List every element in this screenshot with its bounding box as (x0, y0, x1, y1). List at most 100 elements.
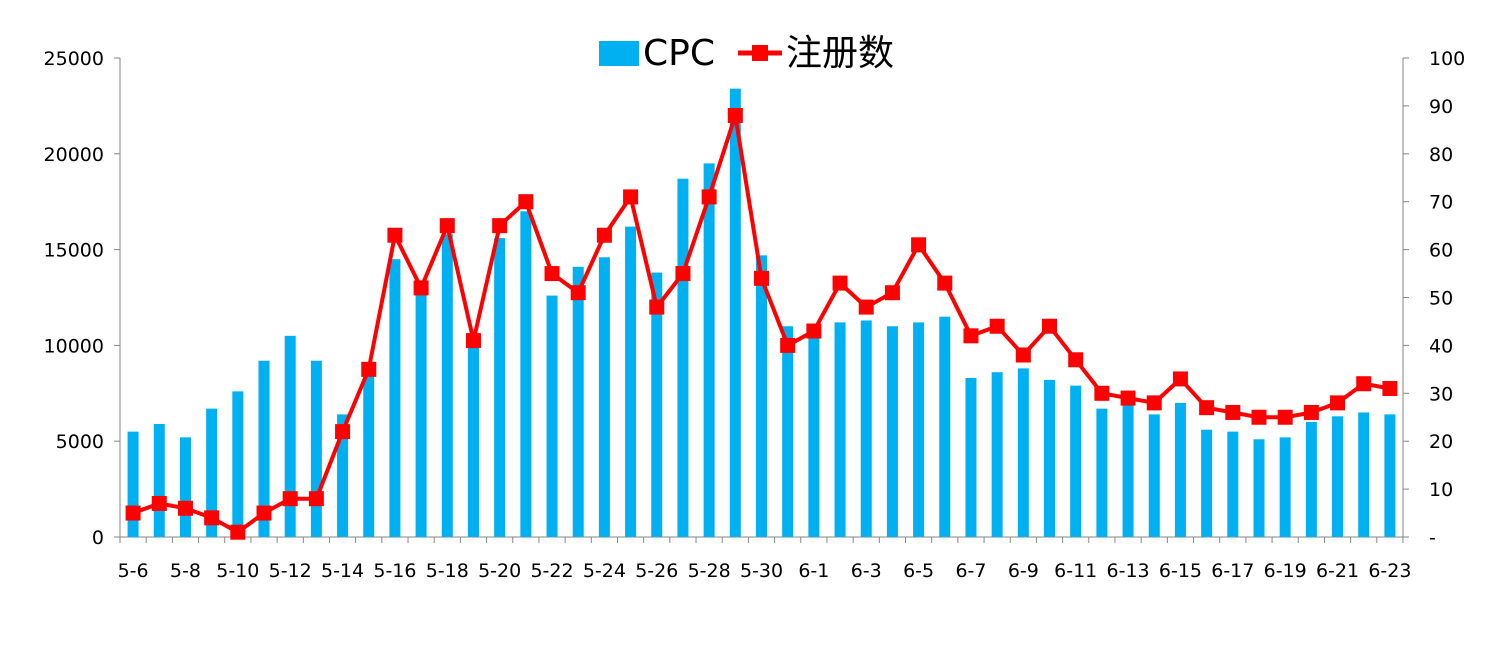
registrations-point (754, 270, 769, 286)
cpc-bar (860, 320, 872, 537)
registrations-point (858, 299, 874, 315)
cpc-bar (337, 414, 349, 537)
registrations-point (544, 266, 560, 282)
y-left-tick-label: 0 (92, 527, 104, 549)
cpc-bar (258, 360, 270, 537)
y-left-tick-label: 25000 (44, 48, 104, 70)
x-axis-ticks: 5-6 5-8 5-10 5-12 5-14 5-16 5-18 5-20 5-22 5-24 5-… (118, 560, 1412, 582)
legend: CPC 注册数 (599, 33, 894, 74)
registrations-point (1225, 404, 1241, 420)
registrations-point (1094, 385, 1110, 401)
registrations-point (937, 275, 953, 291)
cpc-bar (991, 372, 1003, 537)
registrations-point (1146, 395, 1162, 411)
cpc-bar (677, 178, 689, 537)
registrations-point (963, 328, 979, 344)
cpc-bar (939, 316, 951, 537)
x-tick-label: 6-3 (851, 560, 882, 582)
cpc-bar (886, 326, 898, 537)
y-right-tick-label: - (1429, 527, 1436, 549)
x-tick-label: 5-24 (583, 560, 626, 582)
x-tick-label: 5-18 (426, 560, 469, 582)
x-tick-label: 6-23 (1368, 560, 1411, 582)
cpc-bar (1305, 422, 1317, 537)
cpc-bar (703, 163, 715, 537)
registrations-point (884, 285, 900, 301)
x-tick-label: 5-28 (688, 560, 731, 582)
y-right-tick-label: 80 (1429, 144, 1453, 166)
registrations-point (125, 505, 141, 521)
y-left-tick-label: 5000 (56, 431, 104, 453)
y-right-tick-label: 50 (1429, 288, 1453, 310)
registrations-point (989, 318, 1005, 334)
cpc-bar (1332, 416, 1344, 537)
legend-reg-label: 注册数 (786, 33, 894, 74)
cpc-bar (1253, 439, 1265, 537)
cpc-bar (310, 360, 322, 537)
registrations-point (230, 524, 246, 540)
cpc-bar (179, 437, 191, 537)
registrations-point (308, 491, 324, 507)
cpc-bar (206, 408, 218, 537)
x-tick-label: 6-9 (1008, 560, 1039, 582)
cpc-bar (467, 341, 479, 537)
registrations-point (570, 285, 586, 301)
cpc-bar (782, 326, 794, 537)
y-right-tick-label: 60 (1429, 240, 1453, 262)
registrations-point (1303, 404, 1319, 420)
y-right-tick-label: 10 (1429, 479, 1453, 501)
x-tick-label: 6-13 (1107, 560, 1150, 582)
cpc-bar (1044, 379, 1056, 537)
registrations-point (832, 275, 848, 291)
x-tick-label: 6-11 (1054, 560, 1097, 582)
registrations-point (911, 237, 927, 253)
registrations-point (1120, 390, 1136, 406)
registrations-point (1330, 395, 1346, 411)
x-tick-label: 6-19 (1264, 560, 1307, 582)
registrations-point (1356, 376, 1372, 392)
cpc-bar (389, 259, 401, 537)
x-tick-label: 6-15 (1159, 560, 1202, 582)
x-tick-label: 6-7 (955, 560, 986, 582)
cpc-bar (1174, 402, 1186, 537)
x-tick-label: 5-30 (740, 560, 783, 582)
registrations-point (780, 337, 796, 353)
registrations-line (125, 107, 1398, 540)
x-tick-label: 5-8 (170, 560, 201, 582)
cpc-bar (729, 88, 741, 537)
cpc-bar (546, 295, 558, 537)
y-right-tick-label: 30 (1429, 383, 1453, 405)
cpc-bar (1070, 385, 1082, 537)
registrations-point (151, 495, 167, 511)
registrations-point (1277, 409, 1293, 425)
cpc-bar (625, 226, 637, 537)
cpc-bar (415, 291, 427, 537)
cpc-bar (232, 391, 244, 537)
cpc-bar (1358, 412, 1370, 537)
registrations-point (492, 218, 508, 234)
legend-cpc-label: CPC (643, 33, 715, 74)
cpc-bar (1096, 408, 1108, 537)
cpc-bar (153, 423, 165, 537)
cpc-bar (572, 266, 584, 537)
legend-cpc-swatch (599, 41, 639, 66)
cpc-bar (1279, 437, 1291, 537)
registrations-point (1068, 352, 1084, 368)
x-tick-label: 5-20 (478, 560, 521, 582)
cpc-bar (913, 322, 925, 537)
x-tick-label: 5-6 (118, 560, 149, 582)
registrations-point (439, 218, 455, 234)
legend-reg-marker (752, 45, 768, 61)
cpc-bar (494, 238, 506, 537)
axes: 0 5000 10000 15000 20000 25000 - 10 20 30 40 50 60 70… (44, 48, 1466, 549)
cpc-bar (1122, 402, 1134, 537)
cpc-bar (520, 211, 532, 537)
registrations-point (1199, 400, 1215, 416)
x-tick-label: 5-22 (530, 560, 573, 582)
cpc-bar (441, 234, 453, 537)
x-tick-label: 5-12 (269, 560, 312, 582)
registrations-point (282, 491, 298, 507)
x-tick-label: 5-10 (216, 560, 259, 582)
x-tick-label: 6-1 (798, 560, 829, 582)
